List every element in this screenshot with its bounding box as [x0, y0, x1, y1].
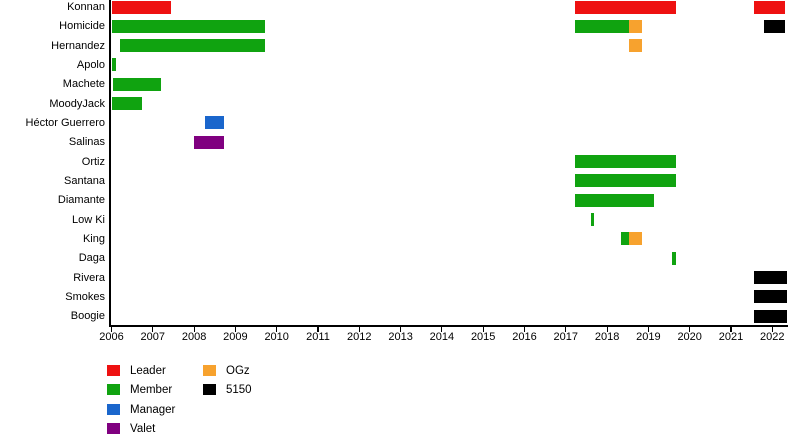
x-axis-tick-label: 2012 [347, 331, 372, 343]
row-label-konnan: Konnan [67, 1, 105, 13]
x-axis-tick-label: 2019 [636, 331, 661, 343]
x-axis-tick-label: 2014 [429, 331, 455, 343]
x-axis-tick-label: 2010 [264, 331, 289, 343]
x-axis-tick-label: 2013 [388, 331, 413, 343]
timeline-bar-member [574, 193, 655, 207]
x-axis-tick [193, 325, 195, 332]
x-axis-tick-label: 2017 [553, 331, 579, 343]
timeline-bar-leader [574, 0, 677, 14]
timeline-bar-member [111, 19, 266, 33]
y-axis-line [109, 0, 111, 325]
x-axis-tick-label: 2007 [140, 331, 166, 343]
row-label-santana: Santana [64, 174, 105, 187]
x-axis-tick-label: 2009 [223, 331, 248, 343]
timeline-bar-member [574, 174, 677, 188]
legend-swatch-s5150 [203, 384, 216, 396]
x-axis-tick-label: 2022 [760, 331, 785, 343]
row-label-hernandez: Hernandez [51, 39, 105, 52]
x-axis-tick [565, 325, 567, 332]
timeline-bar-member [672, 251, 677, 265]
x-axis-tick [400, 325, 402, 332]
row-label-salinas: Salinas [68, 136, 105, 149]
timeline-bar-ogz [628, 39, 642, 53]
timeline-bar-s5150 [764, 19, 785, 33]
row-label-daga: Daga [78, 252, 105, 265]
legend-label-ogz: OGz [226, 365, 250, 377]
x-axis-tick-label: 2016 [512, 331, 537, 343]
legend-label-leader: Leader [130, 365, 166, 377]
timeline-bar-ogz [628, 232, 642, 246]
legend-label-s5150: 5150 [226, 384, 252, 397]
row-label-low-ki: Low Ki [71, 213, 105, 226]
x-axis-tick-label: 2018 [594, 331, 620, 343]
timeline-bar-member [620, 232, 629, 246]
timeline-bar-manager [204, 116, 225, 130]
x-axis-tick-label: 2008 [181, 331, 207, 343]
x-axis-tick-label: 2015 [470, 331, 496, 343]
x-axis-tick [689, 325, 691, 332]
row-label-machete: Machete [62, 78, 105, 91]
x-axis-tick-label: 2020 [677, 331, 702, 343]
row-label-rivera: Rivera [73, 271, 105, 284]
x-axis-tick [647, 325, 649, 332]
legend-label-manager: Manager [130, 403, 176, 416]
legend-swatch-member [107, 384, 120, 396]
x-axis-tick [317, 325, 319, 332]
timeline-bar-valet [194, 135, 225, 149]
row-label-apolo: Apolo [76, 58, 105, 71]
legend-label-valet: Valet [130, 422, 156, 435]
x-axis-tick [441, 325, 443, 332]
x-axis-tick [771, 325, 773, 332]
timeline-bar-member [574, 19, 629, 33]
x-axis-tick [523, 325, 526, 332]
row-label-moodyjack: MoodyJack [49, 97, 105, 110]
timeline-bar-member [111, 58, 117, 72]
timeline-bar-s5150 [753, 309, 787, 323]
x-axis-tick-label: 2006 [99, 331, 124, 343]
x-axis-tick-label: 2011 [306, 331, 330, 343]
x-axis-tick [606, 325, 608, 332]
legend-swatch-manager [107, 403, 120, 415]
x-axis-tick [358, 325, 360, 332]
timeline-bar-s5150 [753, 290, 787, 304]
timeline-bar-member [590, 213, 594, 227]
x-axis-line [109, 325, 788, 327]
row-label-ortiz: Ortiz [81, 155, 105, 168]
row-label-boogie: Boogie [70, 310, 105, 323]
row-label-king: King [82, 232, 105, 245]
timeline-bar-member [111, 97, 143, 111]
row-label-h-ctor-guerrero: Héctor Guerrero [25, 116, 105, 129]
x-axis-tick [276, 325, 278, 332]
timeline-bar-ogz [628, 19, 642, 33]
timeline-bar-leader [754, 0, 785, 14]
x-axis-tick [234, 325, 236, 332]
row-label-homicide: Homicide [59, 20, 105, 33]
x-axis-tick [730, 325, 732, 332]
timeline-bar-s5150 [753, 271, 787, 285]
x-axis-tick [110, 325, 113, 332]
legend-label-member: Member [130, 384, 173, 397]
row-label-diamante: Diamante [57, 194, 105, 207]
legend-swatch-leader [107, 365, 120, 376]
x-axis-tick-label: 2021 [718, 331, 744, 343]
timeline-bar-member [113, 77, 162, 91]
row-label-smokes: Smokes [65, 290, 105, 303]
x-axis-tick [482, 325, 484, 332]
x-axis-tick [152, 325, 154, 332]
timeline-bar-member [574, 155, 677, 169]
legend-swatch-valet [107, 422, 120, 434]
timeline-bar-leader [111, 0, 171, 14]
legend-swatch-ogz [203, 365, 216, 376]
timeline-bar-member [120, 39, 266, 53]
